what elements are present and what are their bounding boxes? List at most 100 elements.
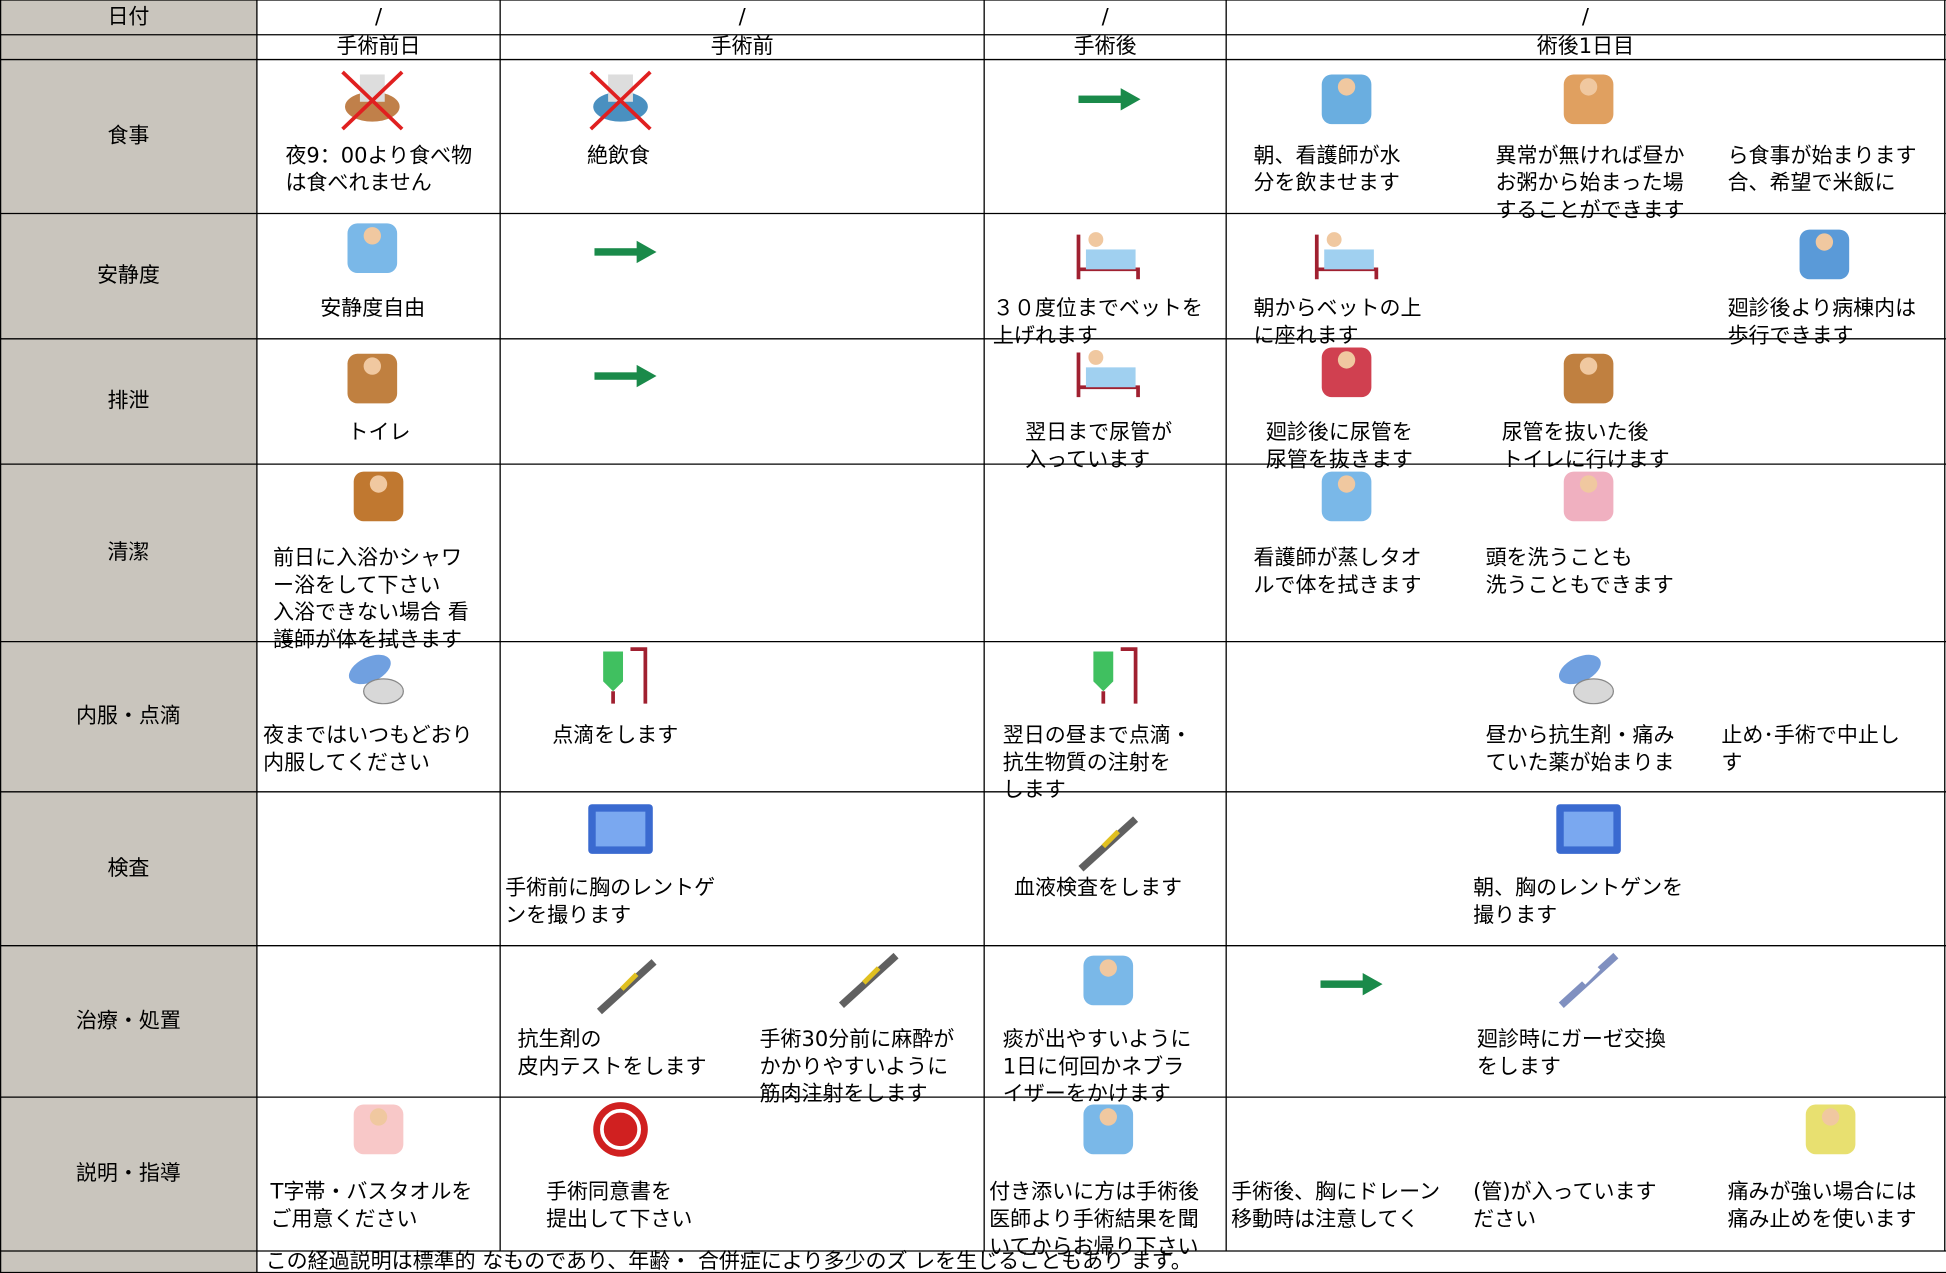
icon-part bbox=[1099, 1108, 1117, 1126]
icon-part bbox=[1821, 1108, 1840, 1126]
cell-text: (管)が入っています bbox=[1473, 1180, 1656, 1204]
icon-syringe bbox=[596, 959, 657, 1015]
cell-text: 昼から抗生剤・痛み bbox=[1486, 723, 1675, 747]
icon-nodrink bbox=[589, 70, 652, 131]
icon-iv bbox=[603, 647, 648, 704]
icon-person bbox=[1083, 1104, 1134, 1155]
icon-part bbox=[1337, 351, 1356, 369]
icon-part bbox=[636, 240, 657, 264]
icon-bowl bbox=[1563, 74, 1614, 125]
icon-part bbox=[1326, 232, 1342, 247]
icon-arrow bbox=[594, 364, 657, 388]
cell-text: 点滴をします bbox=[552, 723, 678, 747]
cell-text: ３０度位までベットを bbox=[993, 296, 1203, 320]
cell-text: 手術30分前に麻酔が bbox=[760, 1027, 955, 1051]
icon-part bbox=[1573, 678, 1615, 705]
cell-text: 安静度自由 bbox=[320, 296, 425, 320]
cell-text: 絶飲食 bbox=[587, 143, 650, 167]
cell-text: 上げれます bbox=[993, 323, 1098, 347]
cell-text: ていた薬が始まりま bbox=[1486, 750, 1675, 774]
icon-bed bbox=[1076, 232, 1140, 280]
icon-part bbox=[1563, 811, 1614, 847]
cell-text: 撮ります bbox=[1473, 903, 1557, 927]
icon-part bbox=[1321, 347, 1372, 398]
cell-text: 入浴できない場合 看 bbox=[273, 600, 469, 624]
icon-part bbox=[1805, 1104, 1856, 1155]
icon-stamp bbox=[593, 1102, 648, 1157]
cell-text: 廻診後より病棟内は bbox=[1728, 296, 1917, 320]
cell-text: 痛み止めを使います bbox=[1728, 1207, 1917, 1231]
cell-text: 夜9：00より食べ物 bbox=[285, 143, 472, 167]
icon-part bbox=[1085, 249, 1136, 270]
icon-part bbox=[369, 475, 388, 493]
icon-part bbox=[1581, 966, 1601, 985]
cell-text: 尿管を抜きます bbox=[1266, 447, 1413, 471]
icon-part bbox=[1101, 647, 1138, 704]
cell-text: 抗生物質の注射を bbox=[1003, 750, 1171, 774]
row-label: 安静度 bbox=[97, 263, 160, 287]
row-label: 排泄 bbox=[107, 388, 149, 412]
row-label: 説明・指導 bbox=[76, 1161, 181, 1185]
icon-wash bbox=[1563, 471, 1614, 522]
icon-part bbox=[1362, 973, 1383, 996]
cell-text: します bbox=[1003, 778, 1066, 802]
cell-text: 廻診後に尿管を bbox=[1266, 420, 1413, 444]
icon-tube bbox=[1321, 347, 1372, 398]
cell-text: 抗生剤の bbox=[518, 1027, 602, 1051]
cell-text: 移動時は注意してく bbox=[1231, 1207, 1419, 1231]
icon-part bbox=[341, 70, 404, 131]
icon-part bbox=[600, 1108, 642, 1150]
icon-part bbox=[1093, 651, 1114, 692]
icon-part bbox=[1321, 471, 1372, 522]
icon-bed bbox=[1076, 349, 1140, 398]
cell-text: 看護師が蒸しタオ bbox=[1253, 545, 1421, 569]
cell-text: イザーをかけます bbox=[1003, 1082, 1171, 1106]
icon-part bbox=[603, 651, 624, 692]
icon-part bbox=[862, 966, 881, 985]
label-column bbox=[0, 0, 257, 1273]
footer-note: この経過説明は標準的 なものであり、年齢・ 合併症により多少のズ レを生じること… bbox=[266, 1249, 1192, 1273]
cell-text: ー浴をして下さい bbox=[273, 573, 440, 597]
cell-text: 分を飲ませます bbox=[1253, 171, 1399, 195]
cell-text: に座れます bbox=[1253, 323, 1358, 347]
cell-text: 止め･手術で中止し bbox=[1721, 723, 1900, 747]
icon-part bbox=[1320, 980, 1366, 988]
cell-text: トイレ bbox=[348, 420, 411, 444]
icon-towel bbox=[353, 1104, 404, 1155]
icon-part bbox=[611, 647, 648, 704]
cell-text: をします bbox=[1477, 1054, 1561, 1078]
icon-person bbox=[347, 223, 398, 274]
icon-part bbox=[1099, 959, 1117, 977]
date-label: 日付 bbox=[107, 4, 149, 28]
icon-part bbox=[1088, 232, 1104, 247]
cell-text: 合、希望で米飯に bbox=[1728, 171, 1896, 195]
cell-text: 手術前に胸のレントゲ bbox=[505, 876, 715, 900]
row-label: 清潔 bbox=[107, 540, 149, 564]
icon-part bbox=[1083, 1104, 1134, 1155]
cell-text: お粥から始まった場 bbox=[1495, 171, 1683, 195]
icon-pill bbox=[348, 654, 404, 705]
icon-part bbox=[363, 678, 404, 705]
icon-nofood bbox=[341, 70, 404, 131]
cell-text: 血液検査をします bbox=[1014, 876, 1182, 900]
icon-part bbox=[353, 1104, 404, 1155]
cell-text: 内服してください bbox=[263, 750, 430, 774]
header-row bbox=[256, 34, 1946, 60]
cell-text: 付き添いに方は手術後 bbox=[989, 1180, 1199, 1204]
icon-part bbox=[353, 471, 404, 522]
cell-text: ださい bbox=[1473, 1207, 1536, 1231]
cell-text: す bbox=[1721, 750, 1742, 774]
icon-person bbox=[1321, 471, 1372, 522]
cell-text: 前日に入浴かシャワ bbox=[273, 545, 462, 569]
icon-part bbox=[1563, 353, 1614, 404]
icon-arrow bbox=[1320, 973, 1383, 996]
cell-text: かかりやすいように bbox=[760, 1054, 949, 1078]
icon-part bbox=[363, 227, 382, 245]
icon-part bbox=[1563, 74, 1614, 125]
icon-person bbox=[1083, 955, 1134, 1006]
icon-part bbox=[1083, 955, 1134, 1006]
icon-arrow bbox=[594, 240, 657, 264]
row-label: 治療・処置 bbox=[76, 1008, 181, 1032]
date: / bbox=[1102, 4, 1110, 28]
